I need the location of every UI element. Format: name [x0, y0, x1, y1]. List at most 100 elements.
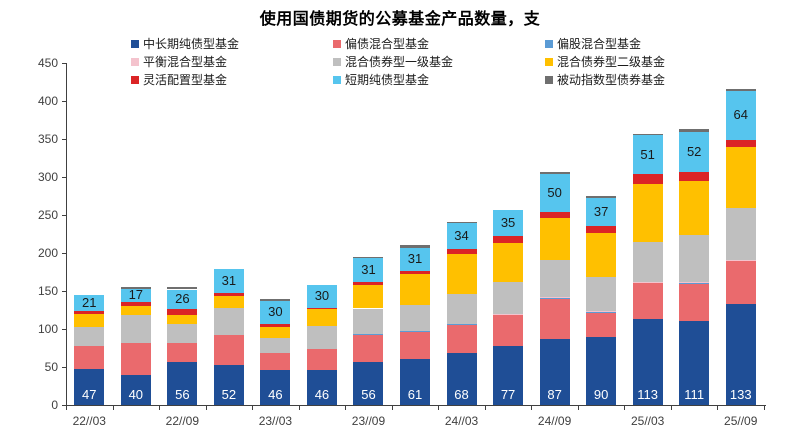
- y-axis-label: 400: [37, 94, 58, 108]
- bar-segment: [400, 330, 430, 332]
- bar-segment: [213, 296, 244, 308]
- bar-value-label: 113: [637, 387, 659, 402]
- bar-segment: [260, 326, 291, 339]
- bar-segment: 37: [586, 197, 617, 226]
- bar-segment: [632, 173, 663, 184]
- legend-item: 中长期纯债型基金: [131, 37, 333, 51]
- bar-value-label: 30: [268, 304, 283, 320]
- bar-segment: [446, 323, 477, 325]
- bar-segment: 47: [74, 369, 105, 405]
- bar-segment: [493, 314, 524, 316]
- bar-segment: [74, 313, 105, 327]
- bar-value-label: 64: [733, 107, 748, 123]
- bar-segment: [539, 259, 570, 298]
- bar-segment: [400, 271, 430, 275]
- bar-segment: [306, 309, 337, 326]
- bar-value-label: 90: [593, 387, 609, 402]
- legend-swatch-icon: [333, 75, 341, 84]
- y-axis-tick: [62, 101, 66, 102]
- bar-segment: [632, 282, 663, 284]
- bar-segment: 40: [120, 374, 151, 405]
- y-axis-tick: [62, 253, 66, 254]
- x-axis-tick: [531, 406, 533, 410]
- x-axis-tick: [345, 406, 347, 410]
- y-axis-label: 100: [37, 322, 58, 336]
- stacked-bar: 113 51: [632, 63, 663, 405]
- bar-segment: 30: [306, 284, 337, 308]
- bar-segment: [632, 183, 663, 243]
- bar-segment: [586, 313, 617, 337]
- legend-label: 短期纯债型基金: [345, 73, 430, 87]
- bar-segment: [539, 211, 570, 219]
- stacked-bar: 87 50: [539, 63, 570, 405]
- legend-item: 短期纯债型基金: [333, 73, 545, 87]
- legend-swatch-icon: [545, 57, 553, 66]
- bar-segment: [725, 139, 756, 148]
- x-axis-label: 23//03: [258, 414, 293, 428]
- bar-segment: [493, 243, 524, 282]
- x-axis-tick: [112, 406, 114, 410]
- legend-label: 中长期纯债型基金: [143, 37, 240, 51]
- bar-segment: 56: [167, 362, 198, 405]
- bar-segment: [446, 294, 477, 324]
- y-axis-label: 200: [37, 246, 58, 260]
- y-axis-tick: [62, 405, 66, 406]
- bar-segment: [632, 281, 663, 283]
- bar-value-label: 21: [82, 294, 97, 310]
- bar-segment: 50: [539, 173, 570, 212]
- legend-item: 偏债混合型基金: [333, 37, 545, 51]
- bar-segment: 87: [539, 338, 570, 405]
- legend-item: 混合债券型二级基金: [545, 55, 666, 69]
- x-axis-label: 23//09: [351, 414, 386, 428]
- legend-swatch-icon: [545, 75, 553, 84]
- bar-value-label: 31: [221, 272, 237, 288]
- bar-segment: 31: [353, 258, 384, 282]
- legend-item: 偏股混合型基金: [545, 37, 665, 51]
- bar-segment: [120, 306, 151, 316]
- bar-value-label: 77: [500, 387, 516, 402]
- bar-segment: [725, 147, 756, 209]
- y-axis-label: 150: [37, 284, 58, 298]
- y-axis-tick: [62, 215, 66, 216]
- stacked-bar: 56 31: [353, 63, 384, 405]
- bar-segment: [167, 342, 198, 363]
- bar-segment: [725, 261, 756, 304]
- y-axis-tick: [62, 329, 66, 330]
- bar-segment: 111: [679, 320, 710, 405]
- stacked-bar: 68 34: [446, 63, 477, 405]
- bar-segment: [74, 326, 105, 346]
- bar-value-label: 50: [547, 184, 562, 200]
- bar-segment: 90: [586, 336, 617, 405]
- stacked-bar: 61 31: [400, 63, 430, 405]
- bar-segment: 51: [632, 135, 663, 174]
- legend-label: 混合债券型二级基金: [557, 55, 666, 69]
- bar-segment: [120, 342, 151, 375]
- bar-segment: [679, 234, 710, 282]
- y-axis-label: 350: [37, 132, 58, 146]
- stacked-bar: 56 26: [167, 63, 198, 405]
- bar-segment: [260, 353, 291, 371]
- bar-segment: 64: [725, 91, 756, 140]
- bar-segment: [493, 236, 524, 244]
- bar-segment: [353, 335, 384, 363]
- bar-segment: [632, 133, 663, 136]
- x-axis-label: 24//09: [537, 414, 572, 428]
- y-axis-tick: [62, 177, 66, 178]
- bar-segment: [306, 325, 337, 349]
- bar-segment: 56: [353, 362, 384, 405]
- bar-segment: [539, 172, 570, 174]
- legend-item: 灵活配置型基金: [131, 73, 333, 87]
- bar-segment: [493, 315, 524, 347]
- bar-segment: [679, 281, 710, 283]
- y-axis-tick: [62, 63, 66, 64]
- y-axis-label: 250: [37, 208, 58, 222]
- x-axis-tick: [159, 406, 161, 410]
- bar-segment: [446, 249, 477, 254]
- bar-segment: 35: [493, 209, 524, 237]
- bar-segment: [679, 171, 710, 181]
- bar-value-label: 46: [314, 387, 330, 402]
- bar-segment: [586, 196, 617, 198]
- y-axis-label: 0: [51, 398, 58, 412]
